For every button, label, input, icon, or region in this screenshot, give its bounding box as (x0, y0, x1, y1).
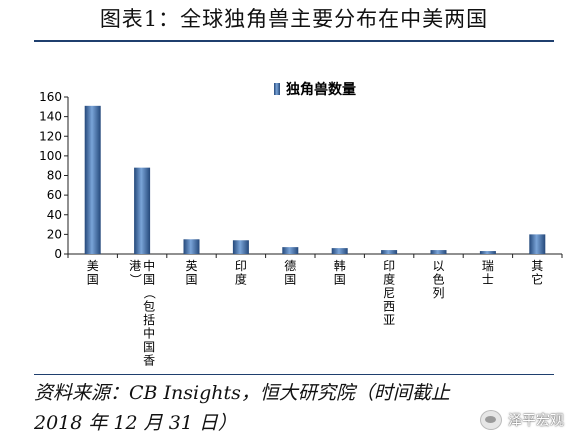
bar (381, 250, 398, 254)
watermark-text: 泽平宏观 (508, 413, 564, 429)
y-tick-label: 80 (47, 169, 62, 183)
svg-text:其: 其 (531, 259, 543, 273)
source-note: 资料来源：CB Insights，恒大研究院（时间截止 2018 年 12 月 … (34, 378, 504, 438)
source-divider (34, 374, 554, 375)
figure-title: 图表1：全球独角兽主要分布在中美两国 (99, 7, 489, 31)
bar (282, 247, 299, 254)
y-tick-label: 0 (54, 247, 62, 261)
bar (331, 248, 348, 254)
svg-text:韩: 韩 (334, 258, 346, 273)
x-tick-label: 以色列 (432, 259, 444, 300)
svg-text:印: 印 (235, 259, 247, 273)
svg-text:中: 中 (143, 258, 155, 273)
svg-text:尼: 尼 (383, 286, 395, 300)
svg-text:港: 港 (129, 259, 141, 273)
svg-text:印: 印 (383, 259, 395, 273)
bar (430, 250, 447, 254)
svg-text:国: 国 (284, 273, 296, 287)
wechat-icon (480, 410, 502, 430)
svg-text:美: 美 (87, 259, 99, 273)
x-tick-label: 德国 (284, 258, 296, 287)
bar (232, 240, 249, 254)
svg-text:色: 色 (432, 273, 444, 287)
y-tick-label: 140 (39, 110, 62, 124)
svg-text:香: 香 (143, 354, 155, 368)
svg-text:它: 它 (531, 272, 543, 287)
bar (84, 105, 101, 254)
svg-text:（: （ (143, 287, 157, 299)
svg-text:德: 德 (284, 258, 296, 273)
chart-legend: 独角兽数量 (274, 81, 356, 98)
svg-text:括: 括 (143, 312, 155, 327)
svg-text:列: 列 (432, 286, 444, 300)
x-tick-label: 韩国 (334, 258, 346, 287)
svg-text:国: 国 (87, 273, 99, 287)
y-axis: 0 20 40 60 80 100 120 140 160 (39, 90, 69, 261)
svg-text:）: ） (129, 273, 143, 285)
y-tick-label: 60 (47, 188, 62, 202)
svg-text:亚: 亚 (383, 313, 395, 327)
legend-swatch (274, 83, 280, 95)
bar (529, 234, 546, 254)
svg-text:士: 士 (482, 273, 494, 287)
bar (134, 167, 151, 254)
svg-text:西: 西 (383, 300, 395, 314)
source-line-1: 资料来源：CB Insights，恒大研究院（时间截止 (34, 382, 450, 404)
y-tick-label: 40 (47, 208, 62, 222)
y-tick-label: 160 (39, 90, 62, 104)
svg-text:中: 中 (143, 326, 155, 341)
svg-text:以: 以 (432, 259, 444, 273)
watermark: 泽平宏观 (480, 408, 564, 432)
bars (84, 105, 546, 254)
source-line-2: 2018 年 12 月 31 日） (34, 412, 237, 434)
svg-text:度: 度 (235, 272, 247, 287)
x-tick-label: 印度 (235, 259, 247, 287)
svg-text:国: 国 (334, 273, 346, 287)
x-tick-label: 美国 (87, 259, 99, 287)
svg-text:国: 国 (143, 340, 155, 354)
y-tick-label: 120 (39, 129, 62, 143)
y-tick-label: 20 (47, 227, 62, 241)
svg-text:国: 国 (185, 273, 197, 287)
x-tick-label: 其它 (531, 259, 543, 287)
svg-text:英: 英 (185, 259, 197, 273)
title-divider (34, 40, 554, 42)
bar (479, 251, 496, 254)
bar (183, 239, 200, 254)
svg-text:国: 国 (143, 273, 155, 287)
svg-text:瑞: 瑞 (482, 259, 494, 273)
svg-text:包: 包 (143, 300, 155, 314)
x-tick-label: 瑞士 (482, 259, 494, 287)
y-tick-label: 100 (39, 149, 62, 163)
svg-text:度: 度 (383, 272, 395, 287)
legend-label: 独角兽数量 (286, 81, 356, 98)
x-tick-label: 英国 (185, 259, 197, 287)
